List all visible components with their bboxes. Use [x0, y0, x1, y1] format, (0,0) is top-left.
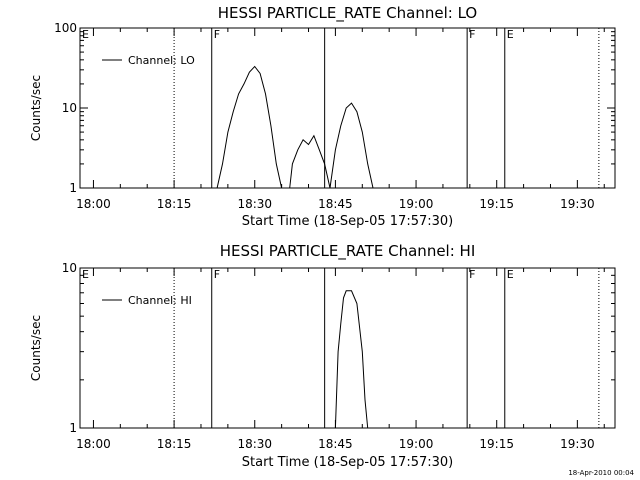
- x-tick-label: 19:00: [399, 437, 434, 451]
- series-line: [289, 134, 331, 189]
- series-line: [329, 102, 374, 189]
- series-line: [334, 290, 369, 429]
- x-tick-label: 18:45: [318, 197, 353, 211]
- x-tick-label: 18:00: [76, 197, 111, 211]
- flag-label: E: [82, 268, 89, 281]
- plot-frame: [79, 267, 616, 429]
- chart-title: HESSI PARTICLE_RATE Channel: HI: [220, 242, 476, 261]
- panel-lo: HESSI PARTICLE_RATE Channel: LO Counts/se…: [29, 4, 616, 229]
- plot-frame: [79, 27, 616, 189]
- x-axis-label: Start Time (18-Sep-05 17:57:30): [242, 455, 453, 470]
- x-tick-label: 19:15: [479, 437, 514, 451]
- y-axis-label: Counts/sec: [29, 75, 43, 141]
- flag-label: F: [469, 268, 475, 281]
- flag-label: F: [469, 28, 475, 41]
- y-axis-label: Counts/sec: [29, 315, 43, 381]
- legend: Channel: HI: [102, 294, 192, 307]
- x-tick-label: 19:15: [479, 197, 514, 211]
- flag-label: E: [507, 268, 514, 281]
- x-tick-label: 18:30: [237, 197, 272, 211]
- y-tick-label: 100: [54, 21, 77, 35]
- panel-hi: HESSI PARTICLE_RATE Channel: HI Counts/se…: [29, 242, 616, 470]
- x-tick-label: 19:30: [560, 197, 595, 211]
- flag-label: F: [214, 268, 220, 281]
- y-tick-label: 10: [62, 101, 77, 115]
- x-tick-label: 18:00: [76, 437, 111, 451]
- x-tick-label: 18:45: [318, 437, 353, 451]
- series-line: [216, 65, 283, 189]
- x-tick-label: 18:15: [157, 197, 192, 211]
- legend-entry: Channel: HI: [128, 294, 192, 307]
- legend-entry: Channel: LO: [128, 54, 195, 67]
- footer-timestamp: 18-Apr-2010 00:04: [568, 469, 634, 477]
- x-tick-label: 18:15: [157, 437, 192, 451]
- chart-title: HESSI PARTICLE_RATE Channel: LO: [218, 4, 477, 23]
- legend: Channel: LO: [102, 54, 195, 67]
- flag-label: F: [214, 28, 220, 41]
- y-tick-label: 10: [62, 261, 77, 275]
- x-axis-label: Start Time (18-Sep-05 17:57:30): [242, 214, 453, 229]
- y-tick-label: 1: [69, 181, 77, 195]
- x-tick-label: 19:00: [399, 197, 434, 211]
- flag-label: E: [507, 28, 514, 41]
- flag-label: E: [82, 28, 89, 41]
- x-tick-label: 19:30: [560, 437, 595, 451]
- x-tick-label: 18:30: [237, 437, 272, 451]
- y-tick-label: 1: [69, 421, 77, 435]
